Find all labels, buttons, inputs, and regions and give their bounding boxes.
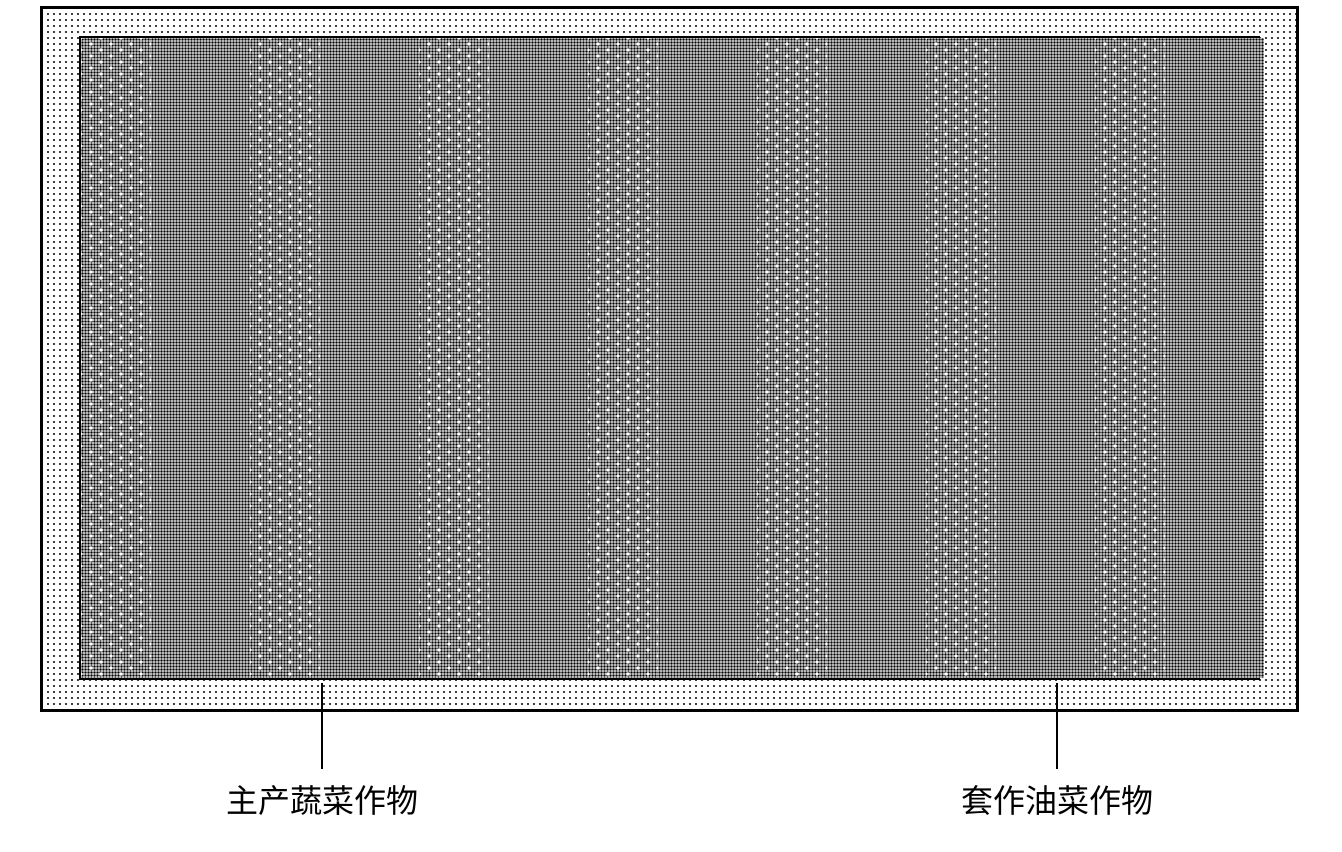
strip-main-crop (996, 38, 1095, 678)
strip-rapeseed (757, 38, 827, 678)
strip-rapeseed (1095, 38, 1165, 678)
strip-rapeseed (926, 38, 996, 678)
strip-rapeseed (419, 38, 489, 678)
strip-main-crop (827, 38, 926, 678)
page-root: 主产蔬菜作物 套作油菜作物 (0, 0, 1342, 852)
strip-rapeseed (81, 38, 151, 678)
strip-main-crop (151, 38, 250, 678)
strip-main-crop (658, 38, 757, 678)
strip-main-crop (320, 38, 419, 678)
inner-plot (79, 36, 1260, 680)
label-main-crop: 主产蔬菜作物 (226, 776, 418, 822)
strip-rapeseed (250, 38, 320, 678)
leader-main (321, 683, 323, 769)
leader-rapeseed (1056, 683, 1058, 769)
label-rapeseed-crop: 套作油菜作物 (961, 776, 1153, 822)
strip-main-crop (1165, 38, 1264, 678)
strip-main-crop (489, 38, 588, 678)
strip-rapeseed (588, 38, 658, 678)
